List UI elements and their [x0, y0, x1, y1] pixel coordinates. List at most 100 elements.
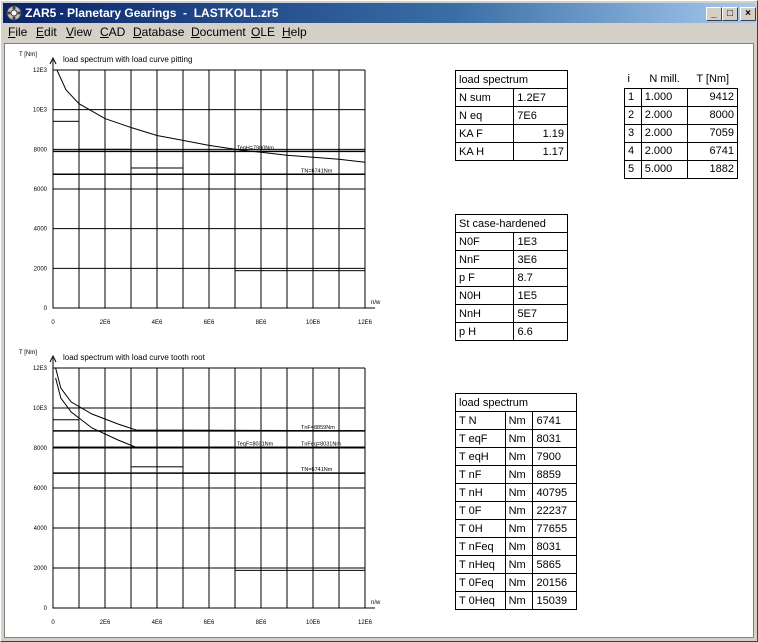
row-label: p H [454, 322, 515, 341]
reference-label: TeqH=7900Nm [237, 145, 274, 151]
row-unit: Nm [504, 447, 534, 466]
table-row: 2 2.000 8000 [624, 105, 738, 125]
row-label: T nHeq [455, 555, 506, 574]
y-tick-label: 10E3 [33, 108, 48, 114]
menu-document[interactable]: Document [191, 25, 246, 39]
table-row: KA H 1.17 [454, 142, 568, 161]
row-value: 7900 [532, 447, 577, 466]
menu-database[interactable]: Database [133, 25, 185, 39]
row-unit: Nm [504, 411, 534, 430]
table-row: NnH 5E7 [454, 304, 568, 323]
maximize-button[interactable]: □ [722, 7, 738, 21]
y-axis-arrow [49, 354, 57, 363]
load-curve [55, 367, 366, 432]
row-unit: Nm [504, 537, 534, 556]
table-row: T N Nm 6741 [455, 411, 577, 430]
x-tick-label: 12E6 [358, 320, 373, 326]
load-spectrum-detail-table: load spectrum T N Nm 6741 T eqF Nm 8031 T eqH N… [455, 393, 577, 610]
y-tick-label: 4000 [34, 227, 48, 233]
row-unit: Nm [504, 501, 534, 520]
table-row: T 0Feq Nm 20156 [455, 573, 577, 592]
x-tick-label: 4E6 [152, 320, 163, 326]
reference-label: TeqF=8031Nm [237, 441, 274, 447]
title-bar[interactable]: ZAR5 - Planetary Gearings - LASTKOLL.zr5… [3, 3, 756, 23]
row-label: N sum [454, 88, 515, 107]
row-value: 8.7 [513, 268, 568, 287]
chart-pitting: load spectrum with load curve pitting T [… [19, 52, 381, 326]
table-row: N sum 1.2E7 [454, 88, 568, 107]
row-label: N0H [454, 286, 515, 305]
table-row: T 0H Nm 77655 [455, 519, 577, 538]
step-cycles: 2.000 [640, 105, 689, 125]
table-row: NnF 3E6 [454, 250, 568, 269]
row-label: NnF [454, 250, 515, 269]
chart-tooth-root: load spectrum with load curve tooth root… [19, 350, 381, 626]
menu-cad[interactable]: CAD [100, 25, 126, 39]
x-tick-label: 0 [51, 620, 55, 626]
row-unit: Nm [504, 519, 534, 538]
material-table: St case-hardened N0F 1E3 NnF 3E6 p F 8.7 N0H 1E… [454, 214, 568, 341]
menu-ole[interactable]: OLE [251, 25, 276, 39]
client-area: load spectrum with load curve pitting T [… [4, 43, 754, 638]
row-label: T nH [455, 483, 506, 502]
y-axis-arrow [49, 56, 57, 65]
step-cycles: 2.000 [640, 141, 689, 161]
row-label: T 0Heq [455, 591, 506, 610]
y-tick-label: 8000 [34, 446, 48, 452]
table-row: 5 5.000 1882 [624, 159, 738, 179]
step-torque: 8000 [687, 105, 738, 125]
menu-help[interactable]: Help [282, 25, 307, 39]
step-cycles: 1.000 [640, 87, 689, 107]
close-button[interactable]: × [740, 7, 756, 21]
row-label: T 0H [455, 519, 506, 538]
row-label: T eqH [455, 447, 506, 466]
x-tick-label: 10E6 [306, 320, 321, 326]
row-value: 6.6 [513, 322, 568, 341]
x-tick-label: 12E6 [358, 620, 373, 626]
step-index: 3 [624, 123, 642, 143]
reference-label: TN=6741Nm [301, 467, 333, 473]
table-row: T 0Heq Nm 15039 [455, 591, 577, 610]
row-value: 1.19 [513, 124, 568, 143]
row-unit: Nm [504, 573, 534, 592]
step-index: 1 [624, 87, 642, 107]
step-index: 2 [624, 105, 642, 125]
row-value: 1E5 [513, 286, 568, 305]
window-title: ZAR5 - Planetary Gearings - LASTKOLL.zr5 [25, 6, 279, 20]
table-row: T nHeq Nm 5865 [455, 555, 577, 574]
row-value: 5865 [532, 555, 577, 574]
minimize-button[interactable]: _ [706, 7, 722, 21]
table-row: KA F 1.19 [454, 124, 568, 143]
y-tick-label: 0 [44, 306, 48, 312]
row-value: 1.2E7 [513, 88, 568, 107]
table-row: N eq 7E6 [454, 106, 568, 125]
table-row: 1 1.000 9412 [624, 87, 738, 107]
y-tick-label: 0 [44, 606, 48, 612]
y-axis-label: T [Nm] [19, 350, 37, 356]
x-tick-label: 8E6 [256, 320, 267, 326]
row-label: p F [454, 268, 515, 287]
y-tick-label: 6000 [34, 486, 48, 492]
x-tick-label: 8E6 [256, 620, 267, 626]
menu-view[interactable]: View [66, 25, 92, 39]
row-value: 15039 [532, 591, 577, 610]
table-row: N0H 1E5 [454, 286, 568, 305]
y-tick-label: 4000 [34, 526, 48, 532]
row-value: 5E7 [513, 304, 568, 323]
load-spectrum-summary-table: load spectrum N sum 1.2E7 N eq 7E6 KA F 1.19 K… [454, 70, 568, 161]
y-tick-label: 2000 [34, 266, 48, 272]
reference-label: TnF=8859Nm [301, 425, 335, 431]
step-index: 4 [624, 141, 642, 161]
column-header: T [Nm] [696, 72, 730, 85]
x-tick-label: 6E6 [204, 320, 215, 326]
row-label: T nF [455, 465, 506, 484]
load-curve [56, 69, 366, 163]
step-cycles: 2.000 [640, 123, 689, 143]
menu-edit[interactable]: Edit [36, 25, 57, 39]
table-title: load spectrum [455, 70, 568, 89]
row-label: T N [455, 411, 506, 430]
menu-file[interactable]: File [8, 25, 28, 39]
step-torque: 6741 [687, 141, 738, 161]
table-row: 4 2.000 6741 [624, 141, 738, 161]
